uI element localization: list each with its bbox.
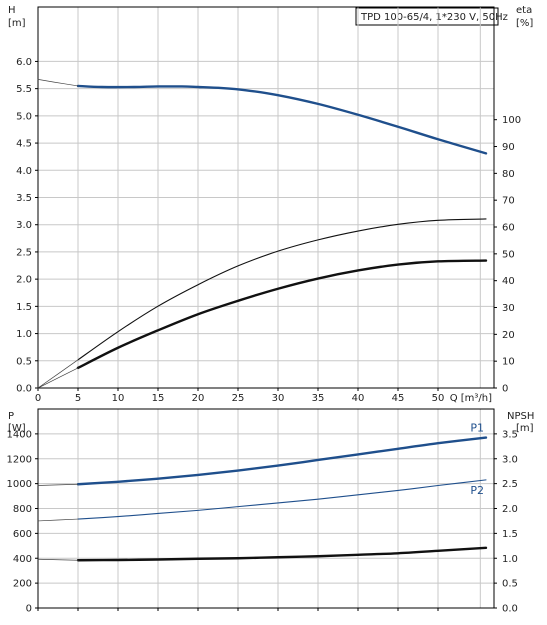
p-axis-label: P xyxy=(8,411,14,422)
right-tick-label: 100 xyxy=(502,115,521,126)
left-tick-label: 2.5 xyxy=(16,247,32,258)
x-tick-label: 50 xyxy=(432,393,445,404)
npsh-axis-unit: [m] xyxy=(516,423,534,434)
x-tick-label: 5 xyxy=(75,393,81,404)
title-box xyxy=(355,7,499,26)
series-line-blue-thick-0 xyxy=(76,84,488,155)
series-line-thin-extrapolation-5 xyxy=(37,367,79,389)
gridlines xyxy=(37,409,494,609)
h-axis-unit: [m] xyxy=(8,18,26,29)
x-tick-label: 0 xyxy=(35,393,41,404)
left-tick-label: 1000 xyxy=(7,479,32,490)
right-tick-label: 0.5 xyxy=(502,579,518,590)
head-efficiency-plot: 0.0 0.5 1.0 1.5 2.0 2.5 3.0 3.5 4.0 4.5 5.0 5.5 6.0 0… xyxy=(16,6,521,404)
right-tick-label: 1.5 xyxy=(502,529,518,540)
series-line-thin-extrapolation-1 xyxy=(37,79,79,87)
right-tick-label: 10 xyxy=(502,357,515,368)
series-line-thin-extrapolation-5 xyxy=(37,558,79,561)
h-axis-label: H xyxy=(8,5,16,16)
left-tick-label: 1400 xyxy=(7,429,32,440)
x-tick-label: 45 xyxy=(392,393,405,404)
right-tick-label: 1.0 xyxy=(502,554,518,565)
x-tick-label: 30 xyxy=(272,393,285,404)
left-tick-label: 0.5 xyxy=(16,356,32,367)
left-tick-label: 0.0 xyxy=(16,384,32,395)
right-tick-label: 3.0 xyxy=(502,454,518,465)
series-line-black-thin-2 xyxy=(77,218,487,361)
series-line-p1 xyxy=(76,436,488,486)
eta-axis-unit: [%] xyxy=(516,18,533,29)
right-tick-label: 30 xyxy=(502,303,515,314)
right-tick-label: 0.0 xyxy=(502,604,518,615)
right-tick-label: 2.5 xyxy=(502,479,518,490)
left-tick-label: 6.0 xyxy=(16,57,32,68)
series-line-black-thick-3 xyxy=(76,259,488,370)
right-tick-label: 80 xyxy=(502,169,515,180)
x-tick-label: 35 xyxy=(312,393,325,404)
right-tick-label: 70 xyxy=(502,196,515,207)
right-tick-label: 90 xyxy=(502,142,515,153)
x-tick-label: 10 xyxy=(112,393,125,404)
right-tick-label: 20 xyxy=(502,330,515,341)
series-line-thin-extrapolation-4 xyxy=(37,518,79,522)
series-line-black-thick-2 xyxy=(76,546,488,562)
p-axis-unit: [W] xyxy=(8,423,26,434)
x-tick-label: 15 xyxy=(152,393,165,404)
right-tick-label: 2.0 xyxy=(502,504,518,515)
left-tick-label: 200 xyxy=(13,579,32,590)
series-label-p2: P2 xyxy=(470,484,484,497)
left-tick-label: 1.5 xyxy=(16,302,32,313)
left-tick-label: 2.0 xyxy=(16,275,32,286)
left-tick-label: 0 xyxy=(26,604,32,615)
power-npsh-plot: 0 200 400 600 800 1000 1200 1400 0.0 0.5 1.0 1.5 2.0… xyxy=(7,408,518,615)
right-tick-label: 0 xyxy=(502,384,508,395)
series-line-p2 xyxy=(77,479,487,520)
series-line-thin-extrapolation-3 xyxy=(37,483,79,486)
npsh-axis-label: NPSH xyxy=(507,411,534,422)
gridlines xyxy=(37,7,494,389)
x-tick-label: 20 xyxy=(192,393,205,404)
left-tick-label: 1200 xyxy=(7,454,32,465)
left-tick-label: 3.0 xyxy=(16,220,32,231)
eta-axis-label: eta xyxy=(516,5,532,16)
x-tick-label: 40 xyxy=(352,393,365,404)
right-tick-label: 60 xyxy=(502,223,515,234)
left-tick-label: 4.5 xyxy=(16,139,32,150)
left-tick-label: 5.0 xyxy=(16,111,32,122)
left-tick-label: 800 xyxy=(13,504,32,515)
series-line-thin-extrapolation-4 xyxy=(37,359,79,389)
right-tick-label: 3.5 xyxy=(502,429,518,440)
left-tick-label: 400 xyxy=(13,554,32,565)
left-tick-label: 600 xyxy=(13,529,32,540)
left-tick-label: 4.0 xyxy=(16,166,32,177)
series-label-p1: P1 xyxy=(470,422,484,435)
left-tick-label: 1.0 xyxy=(16,329,32,340)
chart-title: TPD 100-65/4, 1*230 V, 50Hz xyxy=(360,12,508,23)
right-tick-label: 40 xyxy=(502,276,515,287)
left-tick-label: 3.5 xyxy=(16,193,32,204)
x-tick-label: 25 xyxy=(232,393,245,404)
right-tick-label: 50 xyxy=(502,249,515,260)
left-tick-label: 5.5 xyxy=(16,84,32,95)
x-axis-label: Q [m³/h] xyxy=(450,393,492,404)
